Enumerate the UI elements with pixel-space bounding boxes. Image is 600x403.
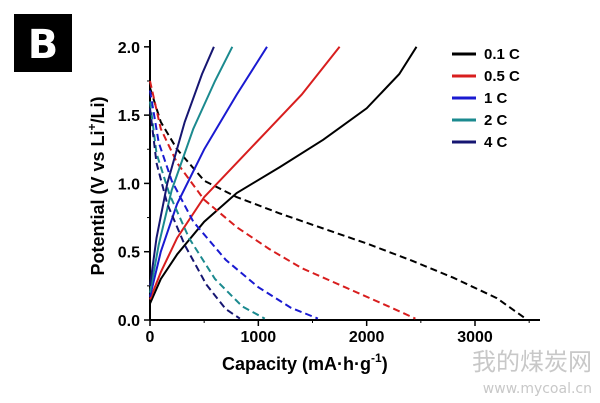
x-tick-label: 3000: [457, 329, 493, 346]
y-tick-label: 1.0: [118, 176, 140, 193]
series-0-5c-charge: [149, 46, 341, 300]
series-1c-charge: [149, 46, 268, 298]
legend-label: 0.1 C: [484, 46, 520, 63]
y-axis-title-main: Potential (V vs Li: [88, 130, 108, 275]
panel-label-box: [14, 14, 72, 72]
x-axis-title-tail: ): [382, 354, 388, 374]
x-tick-label: 1000: [241, 329, 277, 346]
x-tick-label: 0: [146, 329, 155, 346]
y-axis-title-tail: /Li): [88, 96, 108, 123]
legend-label: 4 C: [484, 134, 508, 151]
axes: 0 1000 2000 3000 0.0 0.5 1.0 1.5 2.0: [118, 40, 540, 346]
series-4c-charge: [149, 46, 215, 287]
x-axis-title-sup: -1: [371, 351, 382, 365]
x-tick-label: 2000: [349, 329, 385, 346]
legend-label: 1 C: [484, 90, 508, 107]
series-0-5c-discharge: [149, 80, 416, 320]
x-axis-title-main: Capacity (mA·h·g: [222, 354, 371, 374]
y-tick-label: 0.0: [118, 313, 140, 330]
y-tick-label: 1.5: [118, 108, 140, 125]
legend-label: 2 C: [484, 112, 508, 129]
watermark-title: 我的煤炭网: [472, 348, 592, 376]
legend: 0.1 C 0.5 C 1 C 2 C 4 C: [452, 46, 520, 151]
series-1c-discharge: [149, 90, 319, 320]
legend-label: 0.5 C: [484, 68, 520, 85]
x-axis-title: Capacity (mA·h·g-1): [222, 351, 388, 374]
series-4c-discharge: [149, 108, 241, 320]
plot-area: [149, 46, 525, 320]
series-2c-charge: [149, 46, 234, 293]
series-0-1c-charge: [149, 46, 418, 305]
y-axis-title: Potential (V vs Li+/Li): [85, 96, 108, 275]
y-tick-label: 2.0: [118, 40, 140, 57]
watermark-url: www.mycoal.cn: [483, 381, 592, 397]
y-axis-title-sup: +: [85, 123, 99, 130]
y-tick-label: 0.5: [118, 245, 140, 262]
series-2c-discharge: [149, 101, 266, 320]
panel-label: B: [28, 22, 59, 68]
series-0-1c-discharge: [149, 87, 525, 319]
